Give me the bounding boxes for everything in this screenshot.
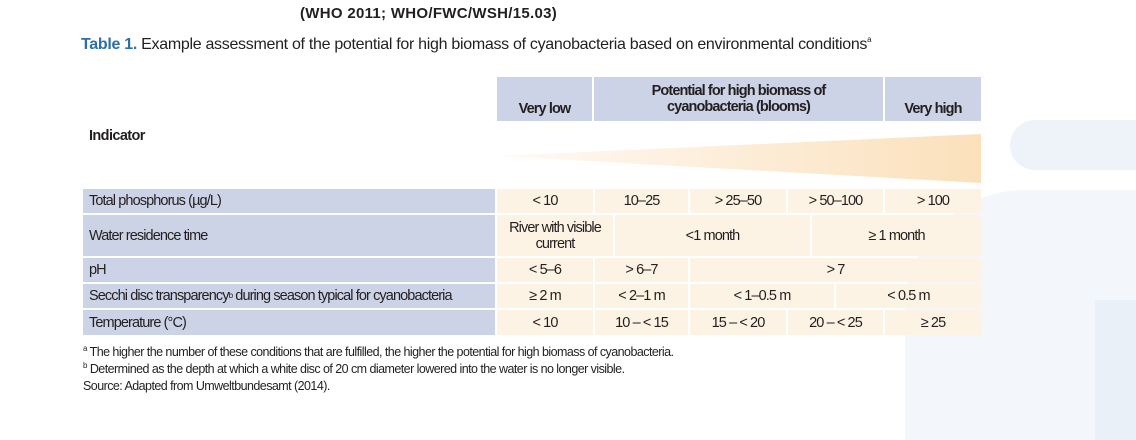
caption-text: Example assessment of the potential for …	[137, 36, 868, 53]
row-label-text: Water residence time	[89, 227, 208, 244]
value-cell: < 2–1 m	[595, 284, 688, 308]
row-label: Temperature (°C)	[83, 310, 495, 335]
footnote-a: a The higher the number of these conditi…	[83, 344, 674, 360]
value-cell: ≥ 25	[885, 310, 981, 335]
value-cell: 20 – < 25	[788, 310, 883, 335]
header-potential: Potential for high biomass of cyanobacte…	[594, 77, 883, 121]
value-cell: ≥ 2 m	[497, 284, 593, 308]
value-cell: < 10	[497, 189, 593, 213]
value-cell: > 6–7	[595, 258, 688, 282]
value-cell: > 7	[690, 258, 981, 282]
value-cell: ≥ 1 month	[812, 215, 981, 256]
value-cell: > 50–100	[788, 189, 883, 213]
row-label: Secchi disc transparency b during season …	[83, 284, 495, 308]
caption-sup: a	[867, 35, 872, 44]
row-label-text: Total phosphorus (µg/L)	[89, 193, 222, 209]
citation: (WHO 2011; WHO/FWC/WSH/15.03)	[300, 5, 558, 22]
value-cell: < 1–0.5 m	[690, 284, 834, 308]
row-label: pH	[83, 258, 495, 282]
value-cell: < 0.5 m	[836, 284, 981, 308]
footnote-b: b Determined as the depth at which a whi…	[83, 361, 625, 377]
row-label-text: Temperature (°C)	[89, 314, 187, 331]
value-cell: < 10	[497, 310, 593, 335]
value-cell: <1 month	[615, 215, 810, 256]
row-label: Water residence time	[83, 215, 495, 256]
value-cell: < 5–6	[497, 258, 593, 282]
source-note: Source: Adapted from Umweltbundesamt (20…	[83, 379, 330, 393]
footnote-a-text: The higher the number of these condition…	[86, 345, 674, 359]
potential-gradient-wedge	[497, 134, 981, 183]
footnote-b-mark: b	[83, 361, 87, 370]
row-label: Total phosphorus (µg/L)	[83, 189, 495, 213]
value-cell: 10 – < 15	[595, 310, 688, 335]
footnote-b-text: Determined as the depth at which a white…	[86, 362, 625, 376]
value-cell: River with visible current	[497, 215, 613, 256]
header-very-high: Very high	[885, 77, 981, 121]
table-caption: Table 1. Example assessment of the poten…	[81, 35, 872, 54]
value-cell: > 25–50	[690, 189, 786, 213]
row-label-text: pH	[89, 262, 107, 278]
header-very-low: Very low	[497, 77, 592, 121]
value-cell: 10–25	[595, 189, 688, 213]
value-cell: > 100	[885, 189, 981, 213]
row-label-rest: during season typical for cyanobacteria	[232, 288, 452, 304]
background-decoration	[1095, 300, 1136, 440]
row-label-text: Secchi disc transparency	[89, 288, 229, 304]
caption-label: Table 1.	[81, 36, 137, 53]
background-decoration	[1010, 120, 1136, 170]
header-indicator: Indicator	[89, 128, 145, 144]
value-cell: 15 – < 20	[690, 310, 786, 335]
row-label-sup: b	[228, 291, 233, 300]
footnote-a-mark: a	[83, 344, 87, 353]
